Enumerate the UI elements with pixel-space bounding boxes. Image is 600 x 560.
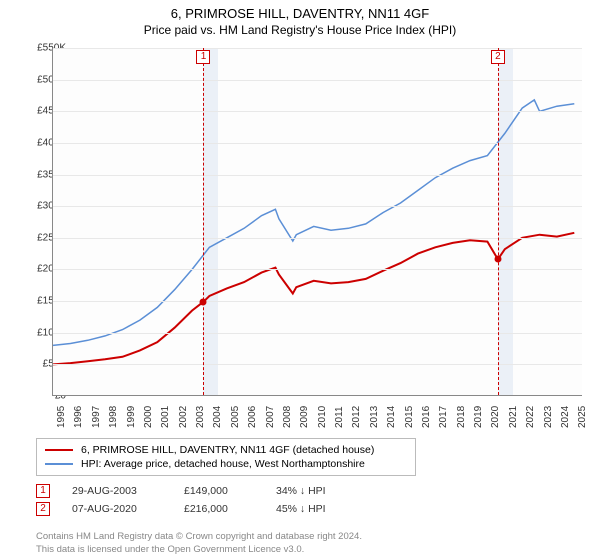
- footer-line: Contains HM Land Registry data © Crown c…: [36, 531, 362, 543]
- series-price_paid: [53, 233, 574, 365]
- x-tick-label: 2019: [473, 406, 484, 428]
- x-tick-label: 2009: [299, 406, 310, 428]
- x-tick-label: 1997: [91, 406, 102, 428]
- table-row: 2 07-AUG-2020 £216,000 45% ↓ HPI: [36, 500, 366, 518]
- sale-dot-icon: [494, 256, 501, 263]
- legend-item: HPI: Average price, detached house, West…: [45, 457, 407, 471]
- sales-table: 1 29-AUG-2003 £149,000 34% ↓ HPI 2 07-AU…: [36, 482, 366, 518]
- chart-container: 6, PRIMROSE HILL, DAVENTRY, NN11 4GF Pri…: [0, 0, 600, 560]
- x-tick-label: 2006: [247, 406, 258, 428]
- x-tick-label: 2007: [265, 406, 276, 428]
- sale-marker-icon: 2: [36, 502, 50, 516]
- chart-subtitle: Price paid vs. HM Land Registry's House …: [0, 21, 600, 43]
- x-tick-label: 1995: [56, 406, 67, 428]
- x-tick-label: 1998: [108, 406, 119, 428]
- x-tick-label: 2005: [230, 406, 241, 428]
- legend-label: HPI: Average price, detached house, West…: [81, 458, 365, 470]
- sale-dot-icon: [200, 298, 207, 305]
- x-tick-label: 2017: [438, 406, 449, 428]
- event-marker-icon: 2: [491, 50, 505, 64]
- x-tick-label: 2011: [334, 406, 345, 428]
- x-tick-label: 2016: [421, 406, 432, 428]
- event-line: [203, 48, 204, 395]
- sale-marker-icon: 1: [36, 484, 50, 498]
- legend-item: 6, PRIMROSE HILL, DAVENTRY, NN11 4GF (de…: [45, 443, 407, 457]
- x-tick-label: 2014: [386, 406, 397, 428]
- x-tick-label: 2003: [195, 406, 206, 428]
- legend-swatch: [45, 449, 73, 451]
- legend: 6, PRIMROSE HILL, DAVENTRY, NN11 4GF (de…: [36, 438, 416, 476]
- x-tick-label: 2000: [143, 406, 154, 428]
- sale-delta: 45% ↓ HPI: [276, 503, 366, 515]
- legend-label: 6, PRIMROSE HILL, DAVENTRY, NN11 4GF (de…: [81, 444, 374, 456]
- x-tick-label: 2025: [577, 406, 588, 428]
- event-line: [498, 48, 499, 395]
- sale-price: £149,000: [184, 485, 254, 497]
- line-layer: [53, 48, 582, 395]
- sale-date: 07-AUG-2020: [72, 503, 162, 515]
- x-tick-label: 2020: [490, 406, 501, 428]
- sale-price: £216,000: [184, 503, 254, 515]
- x-tick-label: 2022: [525, 406, 536, 428]
- x-tick-label: 2013: [369, 406, 380, 428]
- chart-title: 6, PRIMROSE HILL, DAVENTRY, NN11 4GF: [0, 0, 600, 21]
- table-row: 1 29-AUG-2003 £149,000 34% ↓ HPI: [36, 482, 366, 500]
- footer: Contains HM Land Registry data © Crown c…: [36, 531, 362, 556]
- x-tick-label: 2010: [317, 406, 328, 428]
- footer-line: This data is licensed under the Open Gov…: [36, 544, 362, 556]
- x-tick-label: 2002: [178, 406, 189, 428]
- x-tick-label: 2015: [404, 406, 415, 428]
- x-tick-label: 2008: [282, 406, 293, 428]
- x-tick-label: 2018: [456, 406, 467, 428]
- plot-area: 12: [52, 48, 582, 396]
- x-tick-label: 2024: [560, 406, 571, 428]
- event-marker-icon: 1: [196, 50, 210, 64]
- series-hpi: [53, 100, 574, 346]
- x-tick-label: 1996: [73, 406, 84, 428]
- x-tick-label: 2004: [212, 406, 223, 428]
- x-tick-label: 2001: [160, 406, 171, 428]
- x-tick-label: 2012: [351, 406, 362, 428]
- x-tick-label: 2021: [508, 406, 519, 428]
- x-tick-label: 1999: [126, 406, 137, 428]
- x-tick-label: 2023: [543, 406, 554, 428]
- sale-date: 29-AUG-2003: [72, 485, 162, 497]
- sale-delta: 34% ↓ HPI: [276, 485, 366, 497]
- legend-swatch: [45, 463, 73, 465]
